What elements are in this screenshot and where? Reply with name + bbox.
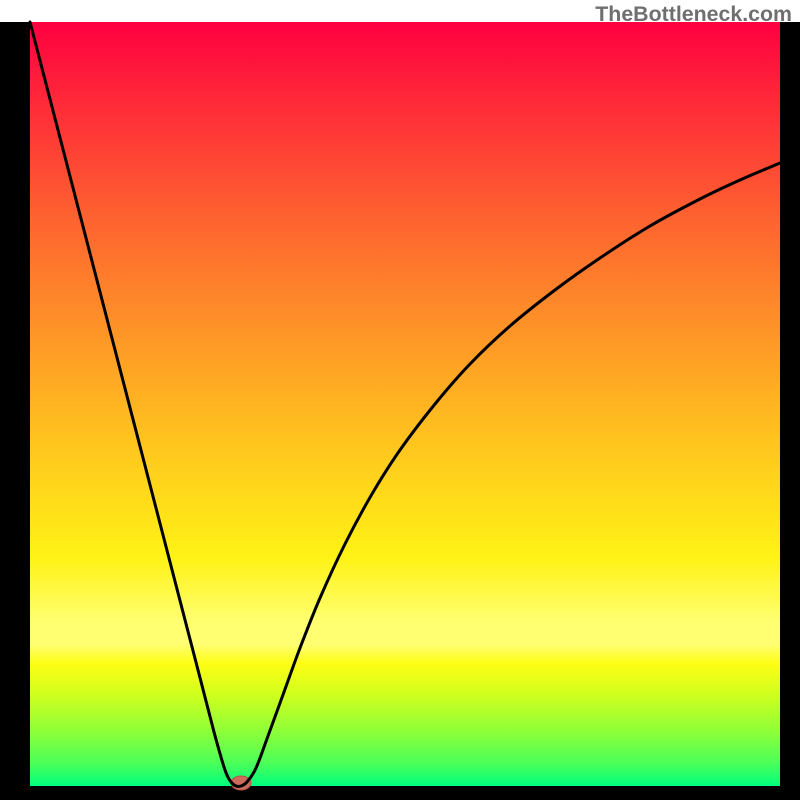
- chart-gradient-background: [30, 22, 780, 786]
- chart-container: TheBottleneck.com: [0, 0, 800, 800]
- watermark-text: TheBottleneck.com: [595, 2, 792, 27]
- bottleneck-chart: [0, 0, 800, 800]
